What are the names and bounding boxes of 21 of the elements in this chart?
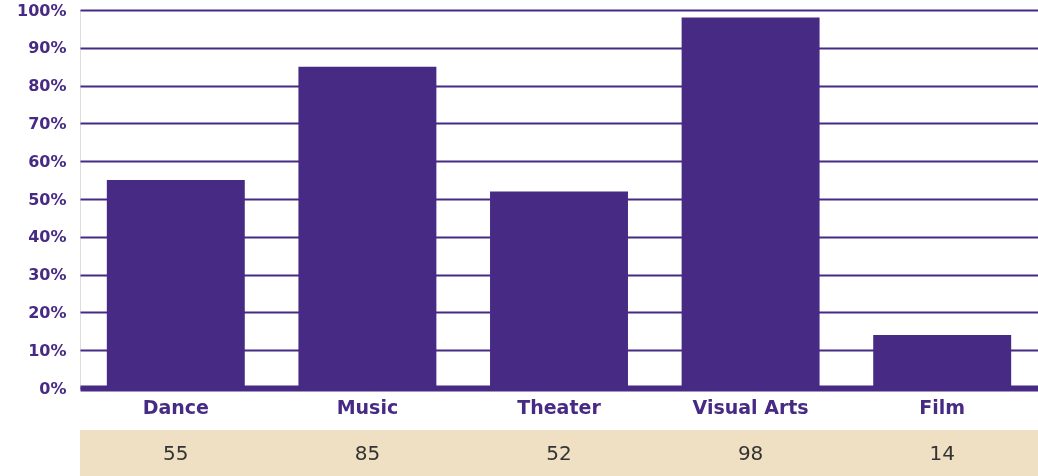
data-label: 98 (737, 441, 764, 465)
y-tick-label: 50% (28, 189, 67, 209)
y-tick-label: 70% (28, 113, 67, 133)
data-label: 55 (163, 441, 189, 465)
y-tick-label: 60% (28, 151, 67, 171)
data-label: 14 (929, 441, 955, 465)
x-tick-label: Visual Arts (692, 395, 809, 418)
y-tick-label: 80% (28, 76, 67, 96)
x-tick-label: Music (336, 395, 399, 418)
x-tick-label: Theater (517, 395, 602, 418)
y-tick-label: 90% (28, 38, 67, 58)
x-tick-label: Dance (142, 395, 209, 418)
y-tick-label: 30% (28, 265, 67, 285)
y-tick-label: 0% (39, 378, 67, 398)
x-tick-label: Film (919, 395, 966, 418)
data-label: 52 (546, 441, 572, 465)
y-tick-label: 100% (17, 0, 67, 20)
y-tick-label: 20% (28, 302, 67, 322)
data-label: 85 (354, 441, 381, 465)
y-tick-label: 10% (28, 340, 67, 360)
y-tick-label: 40% (28, 227, 67, 247)
